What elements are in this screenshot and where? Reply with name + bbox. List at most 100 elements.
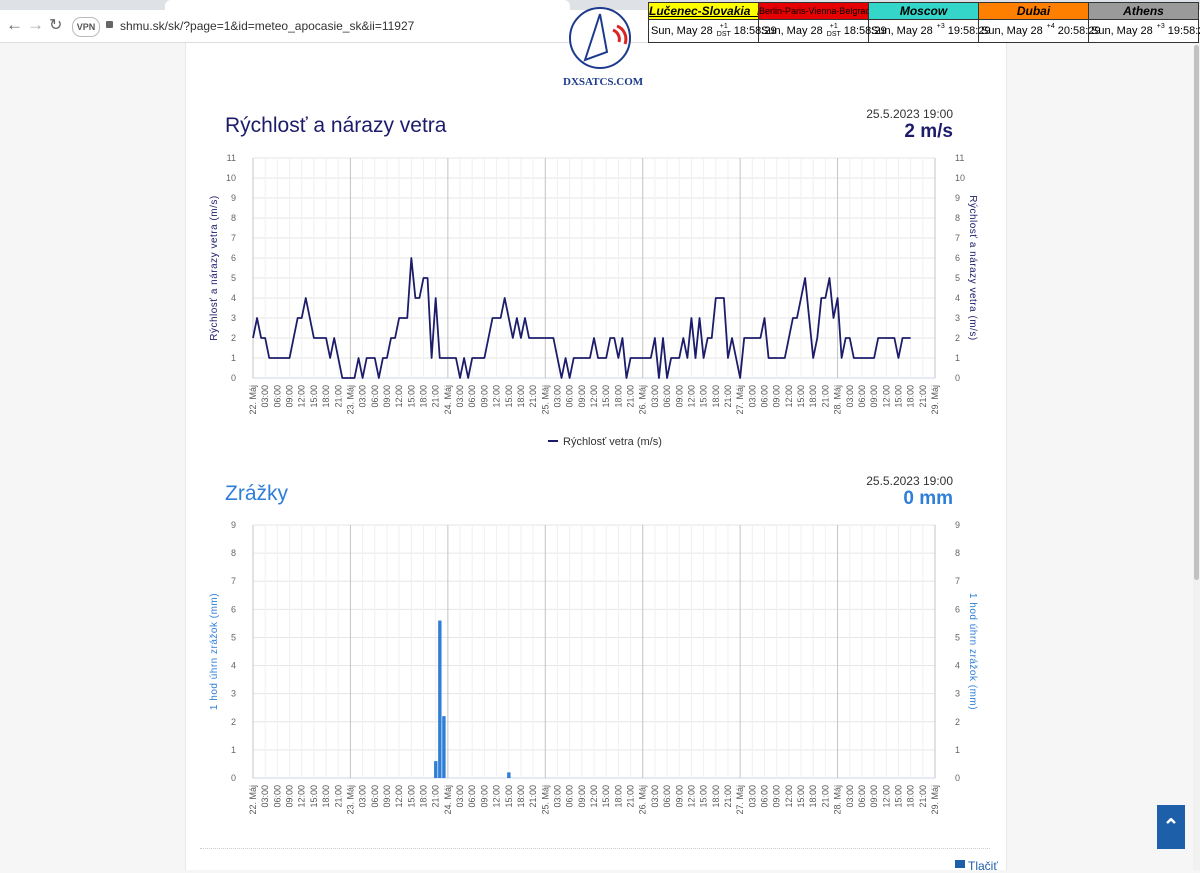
x-tick-label: 18:00: [906, 385, 916, 408]
x-tick-label: 15:00: [309, 385, 319, 408]
clock-row: Sun, May 28 +1 DST 18:58:29: [649, 20, 777, 42]
x-tick-label: 09:00: [674, 385, 684, 408]
y-tick-label-right: 4: [955, 293, 960, 303]
x-tick-label: 12:00: [297, 385, 307, 408]
clock-row: Sun, May 28+3 19:58:29: [869, 20, 991, 42]
x-tick-label: 15:00: [893, 785, 903, 808]
back-button[interactable]: ←: [6, 15, 23, 34]
x-tick-label: 12:00: [394, 385, 404, 408]
x-tick-label: 09:00: [869, 385, 879, 408]
x-tick-label: 09:00: [674, 785, 684, 808]
x-tick-label: 03:00: [552, 385, 562, 408]
y-tick-label-right: 4: [955, 661, 960, 671]
y-tick-label-right: 9: [955, 520, 960, 530]
y-tick-label: 2: [231, 333, 236, 343]
x-tick-label: 09:00: [869, 785, 879, 808]
print-link[interactable]: Tlačiť: [968, 859, 998, 873]
clock-cell: Moscow Sun, May 28 +3 19:58:29: [869, 3, 991, 42]
x-tick-label: 25. Máj: [540, 785, 550, 815]
x-tick-label: 18:00: [321, 785, 331, 808]
y-tick-label: 3: [231, 313, 236, 323]
y-axis-label: Rýchlosť a nárazy vetra (m/s): [209, 195, 220, 341]
x-tick-label: 12:00: [686, 785, 696, 808]
x-tick-label: 21:00: [820, 385, 830, 408]
x-tick-label: 18:00: [321, 385, 331, 408]
x-tick-label: 15:00: [601, 785, 611, 808]
forward-button[interactable]: →: [27, 15, 44, 34]
x-tick-label: 28. Máj: [833, 785, 843, 815]
vpn-badge[interactable]: VPN: [72, 17, 100, 37]
x-tick-label: 06:00: [662, 785, 672, 808]
y-tick-label: 7: [231, 233, 236, 243]
x-tick-label: 26. Máj: [638, 785, 648, 815]
x-tick-label: 15:00: [406, 385, 416, 408]
x-tick-label: 12:00: [784, 785, 794, 808]
x-tick-label: 22. Máj: [248, 385, 258, 415]
clock-offset: +3: [1156, 23, 1165, 30]
x-tick-label: 15:00: [893, 385, 903, 408]
current-value: 0 mm: [903, 488, 953, 509]
print-icon[interactable]: [955, 860, 965, 868]
clock-dst: DST: [826, 31, 841, 38]
x-tick-label: 06:00: [272, 785, 282, 808]
clock-offset: +1: [719, 23, 728, 30]
x-tick-label: 03:00: [845, 785, 855, 808]
y-tick-label: 10: [226, 173, 236, 183]
x-tick-label: 15:00: [699, 785, 709, 808]
logo-icon: [569, 7, 631, 69]
y-tick-label: 1: [231, 745, 236, 755]
y-tick-label: 4: [231, 661, 236, 671]
x-tick-label: 06:00: [272, 385, 282, 408]
scroll-top-button[interactable]: ⌃: [1157, 805, 1185, 849]
y-tick-label-right: 5: [955, 273, 960, 283]
y-tick-label-right: 0: [955, 373, 960, 383]
y-tick-label: 1: [231, 353, 236, 363]
clock-city: Lučenec-Slovakia_R.Dávid: [649, 3, 758, 20]
clock-city: Moscow: [869, 3, 978, 20]
clock-city: Berlin-Paris-Vienna-Belgrade: [759, 3, 868, 20]
x-tick-label: 03:00: [455, 385, 465, 408]
x-tick-label: 21:00: [333, 785, 343, 808]
x-tick-label: 03:00: [552, 785, 562, 808]
y-tick-label-right: 7: [955, 233, 960, 243]
x-tick-label: 09:00: [772, 785, 782, 808]
url[interactable]: shmu.sk/sk/?page=1&id=meteo_apocasie_sk&…: [120, 19, 415, 33]
x-tick-label: 06:00: [857, 385, 867, 408]
x-tick-label: 12:00: [589, 785, 599, 808]
x-tick-label: 18:00: [711, 785, 721, 808]
y-tick-label-right: 9: [955, 193, 960, 203]
x-tick-label: 18:00: [419, 385, 429, 408]
clock-offset-box: +1 DST: [717, 23, 731, 39]
current-value: 2 m/s: [904, 121, 953, 142]
x-tick-label: 22. Máj: [248, 785, 258, 815]
clock-offset-box: +4: [1047, 23, 1055, 39]
x-tick-label: 06:00: [565, 385, 575, 408]
y-tick-label: 11: [227, 153, 236, 163]
clock-city: Athens: [1089, 3, 1198, 20]
x-tick-label: 15:00: [796, 785, 806, 808]
x-tick-label: 12:00: [589, 385, 599, 408]
y-tick-label: 6: [231, 604, 236, 614]
x-tick-label: 21:00: [723, 385, 733, 408]
clock-offset-box: +1 DST: [827, 23, 841, 39]
clock-row: Sun, May 28 +1 DST 18:58:29: [759, 20, 887, 42]
legend-label: Rýchlosť vetra (m/s): [563, 436, 662, 448]
y-tick-label-right: 2: [955, 333, 960, 343]
x-tick-label: 06:00: [467, 385, 477, 408]
scrollbar-thumb[interactable]: [1194, 45, 1199, 580]
y-tick-label-right: 1: [955, 353, 960, 363]
clock-row: Sun, May 28 +4 20:58:29: [979, 20, 1101, 42]
tab[interactable]: [165, 0, 570, 10]
x-tick-label: 09:00: [285, 385, 295, 408]
reload-button[interactable]: ↻: [49, 17, 63, 34]
x-tick-label: 12:00: [394, 785, 404, 808]
x-tick-label: 25. Máj: [540, 385, 550, 415]
x-tick-label: 21:00: [820, 785, 830, 808]
x-tick-label: 27. Máj: [735, 385, 745, 415]
x-tick-label: 06:00: [760, 385, 770, 408]
clock-date: Sun, May 28: [651, 25, 713, 37]
chart-date: 25.5.2023 19:00: [866, 107, 953, 121]
series-line: [252, 257, 911, 379]
clock-time: 20:58:29: [1057, 25, 1101, 37]
